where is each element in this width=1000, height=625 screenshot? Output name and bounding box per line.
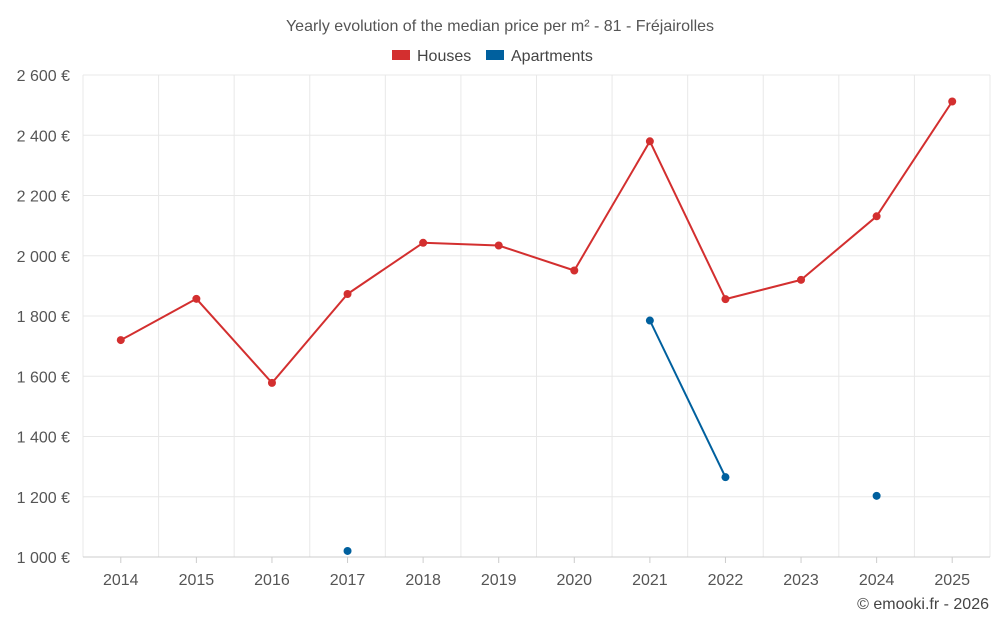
- x-tick-label: 2014: [103, 572, 139, 589]
- point-houses-2023[interactable]: [797, 275, 806, 284]
- point-houses-2021[interactable]: [645, 137, 654, 146]
- x-tick-label: 2025: [934, 572, 970, 589]
- x-tick-label: 2021: [632, 572, 668, 589]
- chart-title: Yearly evolution of the median price per…: [286, 18, 714, 35]
- point-houses-2015[interactable]: [192, 294, 201, 303]
- y-tick-label: 2 400 €: [17, 128, 70, 145]
- y-tick-label: 2 200 €: [17, 189, 70, 206]
- y-tick-label: 2 000 €: [17, 249, 70, 266]
- point-houses-2018[interactable]: [419, 238, 428, 247]
- point-apartments-2017[interactable]: [343, 546, 352, 555]
- x-tick-label: 2023: [783, 572, 819, 589]
- legend-label-houses[interactable]: Houses: [417, 48, 471, 65]
- x-tick-label: 2016: [254, 572, 290, 589]
- legend-swatch-apartments: [486, 50, 504, 60]
- x-tick-label: 2024: [859, 572, 895, 589]
- series-group: [116, 97, 957, 555]
- point-houses-2014[interactable]: [116, 336, 125, 345]
- x-tick-label: 2022: [708, 572, 744, 589]
- point-apartments-2022[interactable]: [721, 473, 730, 482]
- y-tick-label: 1 400 €: [17, 430, 70, 447]
- legend-swatch-houses: [392, 50, 410, 60]
- y-axis: 1 000 € 1 200 € 1 400 € 1 600 € 1 800 € 2 000…: [17, 68, 70, 567]
- x-axis: 2014 2015 2016 2017 2018 2019 2020 2021 2022 2023…: [83, 556, 990, 589]
- point-houses-2019[interactable]: [494, 241, 503, 250]
- point-houses-2016[interactable]: [267, 378, 276, 387]
- point-houses-2017[interactable]: [343, 290, 352, 299]
- point-apartments-2024[interactable]: [872, 491, 881, 500]
- point-houses-2024[interactable]: [872, 212, 881, 221]
- point-houses-2020[interactable]: [570, 266, 579, 275]
- x-tick-label: 2018: [405, 572, 441, 589]
- point-houses-2022[interactable]: [721, 295, 730, 304]
- series-line-apartments: [648, 320, 727, 478]
- y-tick-label: 1 800 €: [17, 309, 70, 326]
- y-tick-label: 1 000 €: [17, 550, 70, 567]
- x-tick-label: 2017: [330, 572, 366, 589]
- y-tick-label: 1 600 €: [17, 369, 70, 386]
- y-tick-label: 1 200 €: [17, 490, 70, 507]
- grid: [82, 74, 991, 558]
- x-tick-label: 2015: [179, 572, 215, 589]
- x-tick-label: 2020: [556, 572, 592, 589]
- legend: Houses Apartments: [392, 48, 593, 65]
- x-tick-label: 2019: [481, 572, 517, 589]
- legend-label-apartments[interactable]: Apartments: [511, 48, 593, 65]
- credit: © emooki.fr - 2026: [857, 596, 989, 613]
- y-tick-label: 2 600 €: [17, 68, 70, 85]
- point-houses-2025[interactable]: [948, 97, 957, 106]
- point-apartments-2021[interactable]: [645, 316, 654, 325]
- series-line-houses: [120, 100, 954, 384]
